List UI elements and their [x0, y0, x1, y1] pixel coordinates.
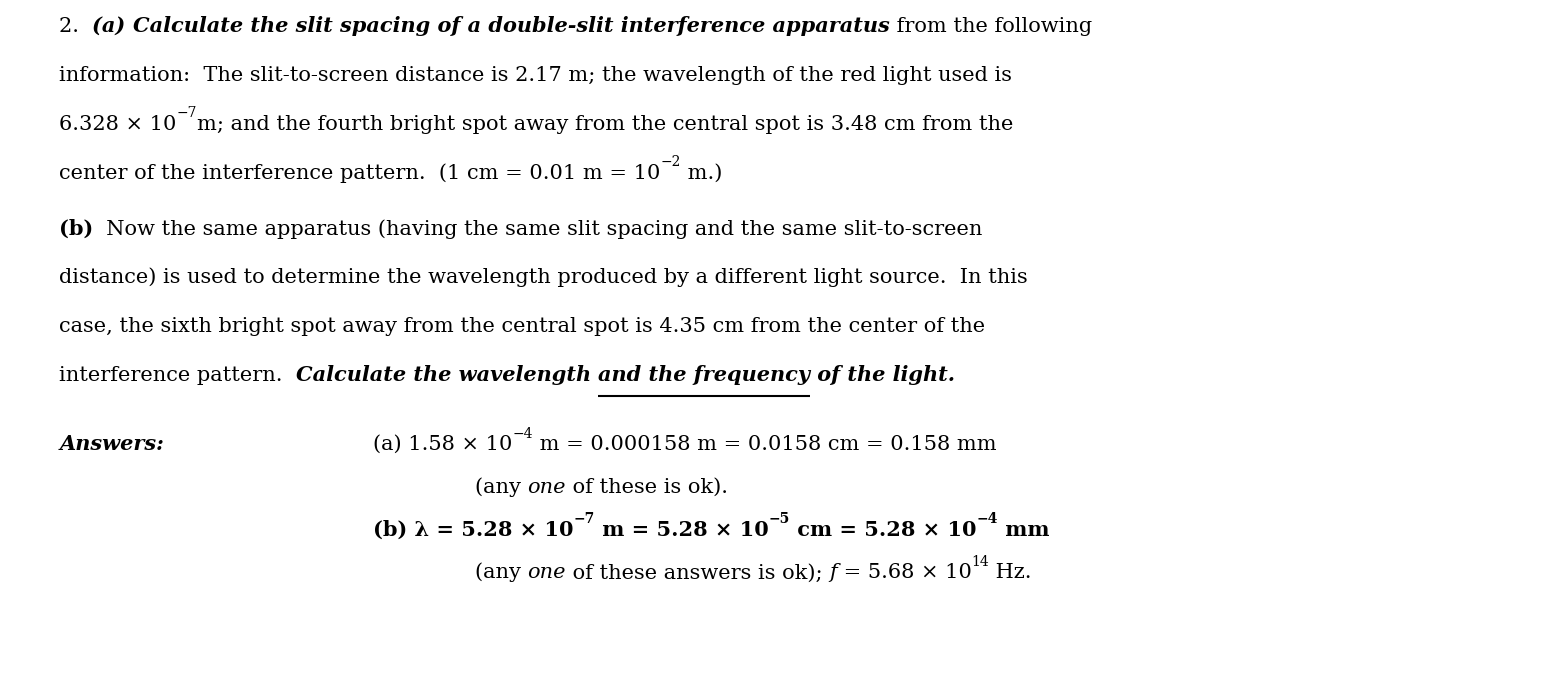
Text: m; and the fourth bright spot away from the central spot is 3.48 cm from the: m; and the fourth bright spot away from …: [198, 115, 1013, 134]
Text: = 5.68 × 10: = 5.68 × 10: [837, 563, 971, 582]
Text: one: one: [527, 477, 566, 497]
Text: (a): (a): [92, 16, 132, 36]
Text: −4: −4: [977, 512, 997, 526]
Text: −7: −7: [574, 512, 596, 526]
Text: of these answers is ok);: of these answers is ok);: [566, 563, 829, 582]
Text: −7: −7: [176, 106, 198, 121]
Text: Hz.: Hz.: [990, 563, 1032, 582]
Text: Now the same apparatus (having the same slit spacing and the same slit-to-screen: Now the same apparatus (having the same …: [93, 219, 983, 239]
Text: information:  The slit-to-screen distance is 2.17 m; the wavelength of the red l: information: The slit-to-screen distance…: [59, 66, 1011, 85]
Text: f: f: [829, 563, 837, 582]
Text: −2: −2: [660, 155, 682, 169]
Text: one: one: [527, 563, 566, 582]
Text: from the following: from the following: [890, 17, 1092, 36]
Text: (b) λ = 5.28 × 10: (b) λ = 5.28 × 10: [373, 519, 574, 540]
Text: −4: −4: [513, 427, 534, 440]
Text: case, the sixth bright spot away from the central spot is 4.35 cm from the cente: case, the sixth bright spot away from th…: [59, 318, 985, 336]
Text: m.): m.): [682, 164, 722, 182]
Text: distance) is used to determine the wavelength produced by a different light sour: distance) is used to determine the wavel…: [59, 268, 1029, 287]
Text: Calculate the slit spacing of a double-slit interference apparatus: Calculate the slit spacing of a double-s…: [132, 16, 890, 36]
Text: (a) 1.58 × 10: (a) 1.58 × 10: [373, 435, 513, 454]
Text: (b): (b): [59, 219, 93, 239]
Text: −5: −5: [769, 512, 790, 526]
Text: mm: mm: [997, 519, 1050, 540]
Text: m = 0.000158 m = 0.0158 cm = 0.158 mm: m = 0.000158 m = 0.0158 cm = 0.158 mm: [534, 435, 997, 454]
Text: center of the interference pattern.  (1 cm = 0.01 m = 10: center of the interference pattern. (1 c…: [59, 163, 660, 182]
Text: 14: 14: [971, 555, 990, 569]
Text: Answers:: Answers:: [59, 434, 163, 454]
Text: Calculate the wavelength: Calculate the wavelength: [296, 365, 598, 386]
Text: and the frequency: and the frequency: [598, 365, 811, 386]
Text: interference pattern.: interference pattern.: [59, 366, 296, 386]
Text: of these is ok).: of these is ok).: [566, 477, 728, 497]
Text: m = 5.28 × 10: m = 5.28 × 10: [596, 519, 769, 540]
Text: of the light.: of the light.: [811, 365, 955, 386]
Text: 6.328 × 10: 6.328 × 10: [59, 115, 176, 134]
Text: 2.: 2.: [59, 17, 92, 36]
Text: cm = 5.28 × 10: cm = 5.28 × 10: [790, 519, 977, 540]
Text: (any: (any: [475, 477, 527, 497]
Text: (any: (any: [475, 563, 527, 582]
